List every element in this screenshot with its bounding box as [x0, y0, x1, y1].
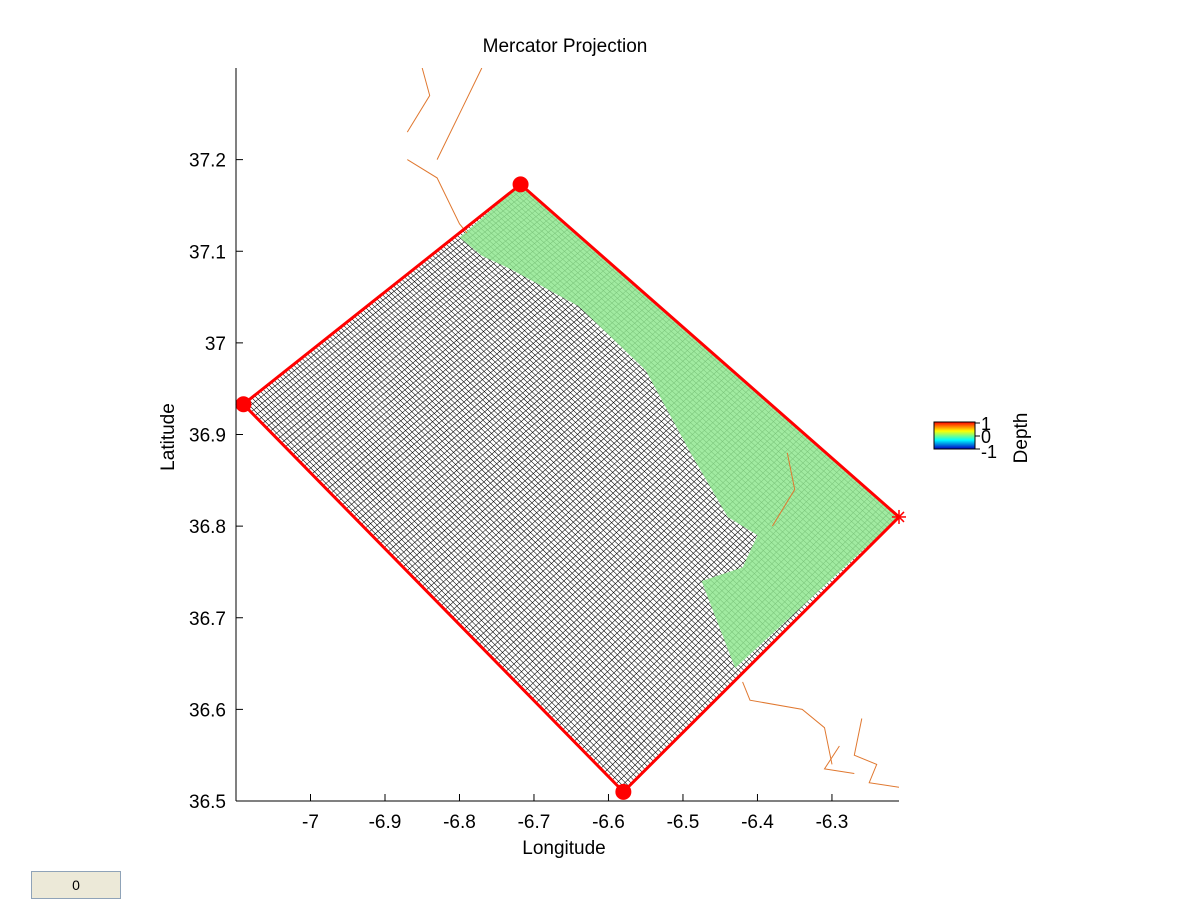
x-tick-label-7: -6.3 [816, 812, 849, 833]
corner-marker-dot-2 [615, 783, 632, 800]
corner-marker-star-3 [892, 509, 906, 524]
x-tick-label-1: -6.9 [369, 812, 402, 833]
y-tick-label-6: 37.1 [189, 242, 226, 263]
y-tick-label-2: 36.7 [189, 609, 226, 630]
value-box[interactable]: 0 [31, 871, 121, 899]
coastline-segment-3 [771, 452, 796, 527]
colorbar-tick-label-0: 0 [981, 427, 991, 447]
coastline-segment-0 [407, 159, 468, 234]
x-tick-label-0: -7 [302, 812, 319, 833]
coastline-segment-1 [406, 68, 431, 133]
coastline-segment-2 [436, 68, 483, 160]
colorbar: 1 0 -1 Depth [933, 413, 1032, 464]
x-tick-label-6: -6.4 [741, 812, 774, 833]
x-axis-label: Longitude [522, 838, 605, 859]
y-tick-label-4: 36.9 [189, 426, 226, 447]
coastline-segment-4 [742, 681, 833, 765]
plot-area [235, 68, 906, 800]
colorbar-tick-label-minus1: -1 [981, 442, 997, 462]
y-tick-label-0: 36.5 [189, 792, 226, 813]
corner-marker-dot-1 [512, 176, 529, 193]
coastline-segment-5 [853, 718, 899, 788]
x-tick-label-5: -6.5 [667, 812, 700, 833]
star-stroke-3 [893, 511, 905, 523]
coastline-segment-6 [823, 745, 855, 774]
y-ticks: 36.5 36.6 36.7 36.8 36.9 37 37.1 37.2 [189, 151, 243, 813]
y-tick-label-5: 37 [205, 334, 226, 355]
chart-title: Mercator Projection [483, 36, 648, 57]
colorbar-label: Depth [1011, 413, 1032, 464]
y-tick-label-3: 36.8 [189, 517, 226, 538]
y-tick-label-1: 36.6 [189, 700, 226, 721]
x-tick-label-3: -6.7 [518, 812, 551, 833]
land-region [459, 184, 899, 669]
corner-markers [235, 176, 906, 800]
x-tick-label-4: -6.6 [592, 812, 625, 833]
corner-marker-dot-0 [235, 396, 252, 413]
x-ticks: -7 -6.9 -6.8 -6.7 -6.6 -6.5 -6.4 -6.3 [302, 794, 848, 833]
x-tick-label-2: -6.8 [443, 812, 476, 833]
y-axis-label: Latitude [158, 403, 179, 471]
coastline [406, 68, 899, 788]
colorbar-tick-label-1: 1 [981, 414, 991, 434]
y-tick-label-7: 37.2 [189, 151, 226, 172]
axes: -7 -6.9 -6.8 -6.7 -6.6 -6.5 -6.4 -6.3 36.536.63… [189, 68, 899, 833]
colorbar-gradient-bar [933, 421, 976, 450]
